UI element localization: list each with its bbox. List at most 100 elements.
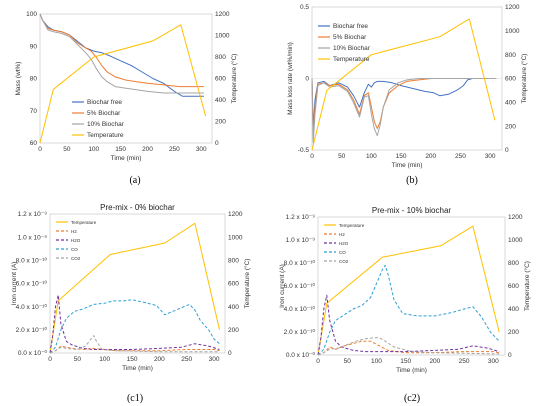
y2-tick-label: 600 — [215, 76, 226, 83]
y2-tick-label: 200 — [228, 327, 239, 334]
x-tick-label: 100 — [88, 146, 99, 153]
chart-title: Pre-mix - 10% biochar — [372, 206, 451, 215]
chart-b: 0 50 100 150 200 250 300-0.500.502004006008001… — [287, 4, 528, 186]
y-tick-label: 2.0 x 10⁻¹⁰ — [16, 326, 48, 334]
legend-entry: Biochar free — [333, 23, 368, 30]
legend-entry: 5% Biochar — [333, 34, 367, 41]
y-tick-label: 4.0 x 10⁻¹⁰ — [284, 305, 316, 313]
series-line-temperature — [39, 24, 207, 144]
legend-entry: Temperature — [71, 220, 97, 225]
legend-entry: Temperature — [333, 56, 370, 63]
series-line-temperature — [311, 18, 496, 151]
chart-title: Pre-mix - 0% biochar — [100, 203, 175, 212]
y-tick-label: 100 — [26, 11, 37, 18]
y2-tick-label: 600 — [508, 283, 519, 290]
y-axis-label: Mass (wt%) — [15, 62, 22, 96]
y2-tick-label: 600 — [505, 76, 516, 83]
x-axis-label: Time (min) — [111, 155, 142, 162]
x-axis-label: Time (min) — [396, 367, 427, 374]
x-tick-label: 50 — [63, 146, 71, 153]
legend-entry: H2O — [339, 241, 349, 246]
x-tick-label: 200 — [425, 153, 436, 160]
y2-tick-label: 0 — [505, 147, 509, 154]
chart-a: 0 50 100 150 200 250 3006070809010002004006008… — [15, 11, 238, 186]
legend-entry: CO2 — [339, 259, 349, 264]
x-tick-label: 0 — [38, 146, 42, 153]
y-tick-label: 4.0 x 10⁻¹⁰ — [16, 303, 48, 311]
y2-tick-label: 1000 — [215, 33, 230, 40]
legend-entry: CO — [339, 250, 346, 255]
x-tick-label: 0 — [316, 358, 320, 365]
y-tick-label: 1.2 x 10⁻⁹ — [18, 211, 48, 218]
y-tick-label: -0.5 — [298, 147, 310, 154]
y2-tick-label: 1200 — [228, 211, 243, 218]
panel-caption: (b) — [406, 175, 418, 186]
y-tick-label: 2.0 x 10⁻¹⁰ — [284, 328, 316, 336]
series-line-temperature — [317, 225, 500, 356]
x-tick-label: 150 — [127, 356, 138, 363]
y-axis-label: Mass loss rate (wt%/min) — [287, 42, 294, 115]
x-tick-label: 150 — [400, 358, 411, 365]
y2-tick-label: 400 — [228, 304, 239, 311]
x-tick-label: 300 — [209, 356, 220, 363]
legend-entry: 10% Biochar — [333, 45, 371, 52]
series-line-5-biochar — [39, 13, 204, 88]
x-tick-label: 50 — [338, 153, 346, 160]
y-tick-label: 90 — [30, 43, 38, 50]
x-tick-label: 100 — [99, 356, 110, 363]
x-tick-label: 200 — [429, 358, 440, 365]
y-tick-label: 80 — [30, 76, 38, 83]
legend-entry: H2O — [71, 238, 81, 243]
y2-tick-label: 0 — [215, 140, 219, 147]
plot-frame — [317, 216, 506, 356]
x-tick-label: 300 — [196, 146, 207, 153]
y-tick-label: 0 — [305, 76, 309, 83]
y2-axis-label: Temperature (°C) — [230, 54, 238, 104]
y-tick-label: 8.0 x 10⁻¹⁰ — [16, 257, 48, 265]
x-tick-label: 250 — [169, 146, 180, 153]
y2-tick-label: 800 — [508, 260, 519, 267]
y2-tick-label: 1000 — [505, 28, 520, 35]
panel-caption: (c2) — [404, 393, 420, 404]
panel-caption: (a) — [129, 175, 140, 186]
series-line-5-biochar — [311, 78, 497, 137]
plot-frame — [39, 13, 213, 144]
x-tick-label: 100 — [371, 358, 382, 365]
y-tick-label: 1.2 x 10⁻⁹ — [286, 214, 316, 221]
y-tick-label: 8.0 x 10⁻¹⁰ — [284, 259, 316, 267]
series-line-h2 — [317, 340, 500, 356]
x-tick-label: 250 — [459, 358, 470, 365]
panel-caption: (c1) — [127, 393, 143, 404]
y2-tick-label: 800 — [215, 54, 226, 61]
y2-tick-label: 600 — [228, 281, 239, 288]
y-tick-label: 0.0 x 10⁻⁰ — [18, 349, 48, 357]
y2-tick-label: 1200 — [215, 11, 230, 18]
x-tick-label: 0 — [48, 356, 52, 363]
series-line-10-biochar — [311, 78, 497, 144]
legend-entry: H2 — [71, 229, 77, 234]
series-line-10-biochar — [39, 13, 204, 94]
y-tick-label: 6.0 x 10⁻¹⁰ — [284, 282, 316, 290]
series-line-temperature — [49, 222, 220, 354]
x-tick-label: 50 — [344, 358, 352, 365]
x-tick-label: 200 — [142, 146, 153, 153]
series-line-h2o — [49, 294, 220, 354]
x-tick-label: 150 — [396, 153, 407, 160]
y2-tick-label: 800 — [505, 52, 516, 59]
y2-tick-label: 1200 — [505, 4, 520, 11]
series-line-co2 — [49, 335, 220, 354]
y2-axis-label: Temperature (°C) — [520, 54, 528, 104]
y2-tick-label: 400 — [505, 100, 516, 107]
series-line-h2 — [49, 345, 220, 354]
y2-tick-label: 800 — [228, 258, 239, 265]
y-axis-label: Iron current (A) — [279, 264, 286, 308]
legend-entry: CO — [71, 247, 78, 252]
y-tick-label: 1.0 x 10⁻⁹ — [18, 234, 48, 241]
y2-tick-label: 1000 — [508, 237, 523, 244]
y-axis-label: Iron current (A) — [11, 262, 18, 306]
series-line-co — [49, 299, 220, 354]
legend-entry: Temperature — [87, 132, 124, 139]
y2-tick-label: 1200 — [508, 214, 523, 221]
x-tick-label: 200 — [154, 356, 165, 363]
